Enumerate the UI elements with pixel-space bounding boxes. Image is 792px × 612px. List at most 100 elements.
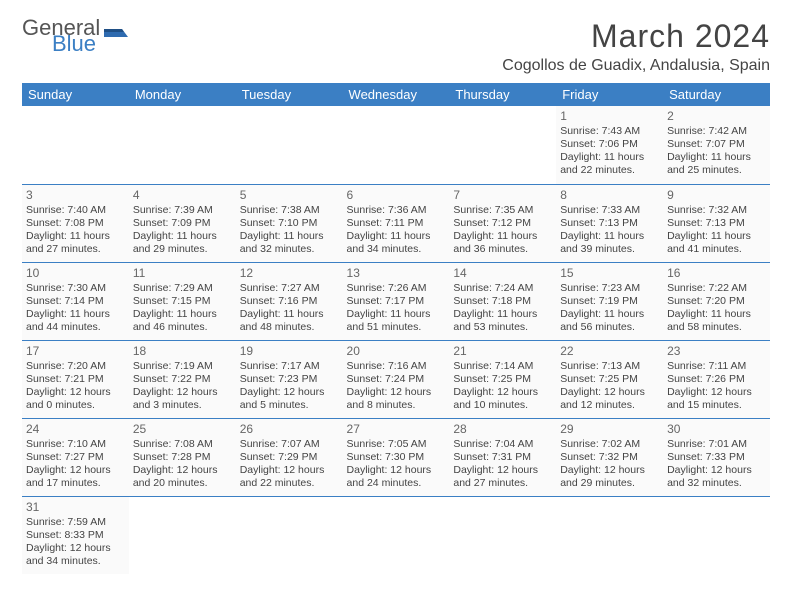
daylight-line: and 25 minutes. (667, 164, 766, 177)
calendar-empty (663, 496, 770, 574)
daylight-line: Daylight: 12 hours (133, 386, 232, 399)
daylight-line: Daylight: 12 hours (453, 464, 552, 477)
calendar-empty (343, 106, 450, 184)
calendar-week: 10Sunrise: 7:30 AMSunset: 7:14 PMDayligh… (22, 262, 770, 340)
daylight-line: Daylight: 12 hours (347, 464, 446, 477)
daylight-line: Daylight: 12 hours (560, 464, 659, 477)
sunset-line: Sunset: 7:29 PM (240, 451, 339, 464)
day-number: 26 (240, 422, 339, 437)
day-number: 9 (667, 188, 766, 203)
sunrise-line: Sunrise: 7:04 AM (453, 438, 552, 451)
sunset-line: Sunset: 7:18 PM (453, 295, 552, 308)
calendar-empty (236, 496, 343, 574)
daylight-line: Daylight: 12 hours (240, 464, 339, 477)
daylight-line: Daylight: 12 hours (133, 464, 232, 477)
calendar-day: 8Sunrise: 7:33 AMSunset: 7:13 PMDaylight… (556, 184, 663, 262)
sunset-line: Sunset: 7:28 PM (133, 451, 232, 464)
sunrise-line: Sunrise: 7:30 AM (26, 282, 125, 295)
daylight-line: and 17 minutes. (26, 477, 125, 490)
sunrise-line: Sunrise: 7:02 AM (560, 438, 659, 451)
daylight-line: and 56 minutes. (560, 321, 659, 334)
day-number: 5 (240, 188, 339, 203)
daylight-line: and 34 minutes. (347, 243, 446, 256)
logo-flag-icon (104, 25, 130, 47)
day-number: 23 (667, 344, 766, 359)
daylight-line: Daylight: 11 hours (347, 230, 446, 243)
daylight-line: Daylight: 11 hours (26, 308, 125, 321)
calendar-empty (129, 106, 236, 184)
day-number: 11 (133, 266, 232, 281)
calendar-day: 18Sunrise: 7:19 AMSunset: 7:22 PMDayligh… (129, 340, 236, 418)
calendar-day: 6Sunrise: 7:36 AMSunset: 7:11 PMDaylight… (343, 184, 450, 262)
calendar-day: 26Sunrise: 7:07 AMSunset: 7:29 PMDayligh… (236, 418, 343, 496)
day-number: 8 (560, 188, 659, 203)
calendar-week: 24Sunrise: 7:10 AMSunset: 7:27 PMDayligh… (22, 418, 770, 496)
calendar-day: 13Sunrise: 7:26 AMSunset: 7:17 PMDayligh… (343, 262, 450, 340)
daylight-line: and 24 minutes. (347, 477, 446, 490)
calendar-day: 29Sunrise: 7:02 AMSunset: 7:32 PMDayligh… (556, 418, 663, 496)
sunset-line: Sunset: 7:11 PM (347, 217, 446, 230)
sunrise-line: Sunrise: 7:38 AM (240, 204, 339, 217)
calendar-body: 1Sunrise: 7:43 AMSunset: 7:06 PMDaylight… (22, 106, 770, 574)
calendar-table: SundayMondayTuesdayWednesdayThursdayFrid… (22, 83, 770, 574)
calendar-day: 2Sunrise: 7:42 AMSunset: 7:07 PMDaylight… (663, 106, 770, 184)
daylight-line: and 27 minutes. (26, 243, 125, 256)
calendar-day: 31Sunrise: 7:59 AMSunset: 8:33 PMDayligh… (22, 496, 129, 574)
sunrise-line: Sunrise: 7:11 AM (667, 360, 766, 373)
daylight-line: and 48 minutes. (240, 321, 339, 334)
daylight-line: and 22 minutes. (240, 477, 339, 490)
calendar-day: 4Sunrise: 7:39 AMSunset: 7:09 PMDaylight… (129, 184, 236, 262)
sunrise-line: Sunrise: 7:26 AM (347, 282, 446, 295)
sunset-line: Sunset: 7:13 PM (560, 217, 659, 230)
daylight-line: and 22 minutes. (560, 164, 659, 177)
sunrise-line: Sunrise: 7:27 AM (240, 282, 339, 295)
calendar-day: 25Sunrise: 7:08 AMSunset: 7:28 PMDayligh… (129, 418, 236, 496)
calendar-day: 17Sunrise: 7:20 AMSunset: 7:21 PMDayligh… (22, 340, 129, 418)
calendar-empty (449, 496, 556, 574)
day-header: Wednesday (343, 83, 450, 106)
calendar-day: 20Sunrise: 7:16 AMSunset: 7:24 PMDayligh… (343, 340, 450, 418)
day-number: 24 (26, 422, 125, 437)
sunrise-line: Sunrise: 7:29 AM (133, 282, 232, 295)
daylight-line: Daylight: 11 hours (560, 151, 659, 164)
daylight-line: and 34 minutes. (26, 555, 125, 568)
day-number: 25 (133, 422, 232, 437)
daylight-line: Daylight: 11 hours (667, 151, 766, 164)
sunset-line: Sunset: 7:26 PM (667, 373, 766, 386)
sunset-line: Sunset: 7:15 PM (133, 295, 232, 308)
sunset-line: Sunset: 7:21 PM (26, 373, 125, 386)
daylight-line: Daylight: 11 hours (133, 308, 232, 321)
calendar-week: 1Sunrise: 7:43 AMSunset: 7:06 PMDaylight… (22, 106, 770, 184)
daylight-line: Daylight: 11 hours (667, 230, 766, 243)
daylight-line: Daylight: 11 hours (667, 308, 766, 321)
sunrise-line: Sunrise: 7:17 AM (240, 360, 339, 373)
daylight-line: Daylight: 12 hours (26, 542, 125, 555)
day-number: 29 (560, 422, 659, 437)
logo-text: General Blue (22, 18, 100, 54)
daylight-line: and 46 minutes. (133, 321, 232, 334)
sunset-line: Sunset: 7:22 PM (133, 373, 232, 386)
sunrise-line: Sunrise: 7:32 AM (667, 204, 766, 217)
day-number: 2 (667, 109, 766, 124)
daylight-line: Daylight: 12 hours (667, 386, 766, 399)
day-number: 13 (347, 266, 446, 281)
calendar-day: 12Sunrise: 7:27 AMSunset: 7:16 PMDayligh… (236, 262, 343, 340)
day-number: 1 (560, 109, 659, 124)
day-header: Friday (556, 83, 663, 106)
calendar-day: 9Sunrise: 7:32 AMSunset: 7:13 PMDaylight… (663, 184, 770, 262)
daylight-line: and 36 minutes. (453, 243, 552, 256)
day-number: 31 (26, 500, 125, 515)
calendar-day: 21Sunrise: 7:14 AMSunset: 7:25 PMDayligh… (449, 340, 556, 418)
daylight-line: Daylight: 11 hours (560, 230, 659, 243)
sunset-line: Sunset: 7:27 PM (26, 451, 125, 464)
calendar-day: 27Sunrise: 7:05 AMSunset: 7:30 PMDayligh… (343, 418, 450, 496)
sunset-line: Sunset: 7:32 PM (560, 451, 659, 464)
sunrise-line: Sunrise: 7:14 AM (453, 360, 552, 373)
calendar-day: 15Sunrise: 7:23 AMSunset: 7:19 PMDayligh… (556, 262, 663, 340)
calendar-day: 1Sunrise: 7:43 AMSunset: 7:06 PMDaylight… (556, 106, 663, 184)
calendar-empty (343, 496, 450, 574)
sunrise-line: Sunrise: 7:59 AM (26, 516, 125, 529)
sunset-line: Sunset: 7:14 PM (26, 295, 125, 308)
day-number: 19 (240, 344, 339, 359)
daylight-line: Daylight: 12 hours (240, 386, 339, 399)
